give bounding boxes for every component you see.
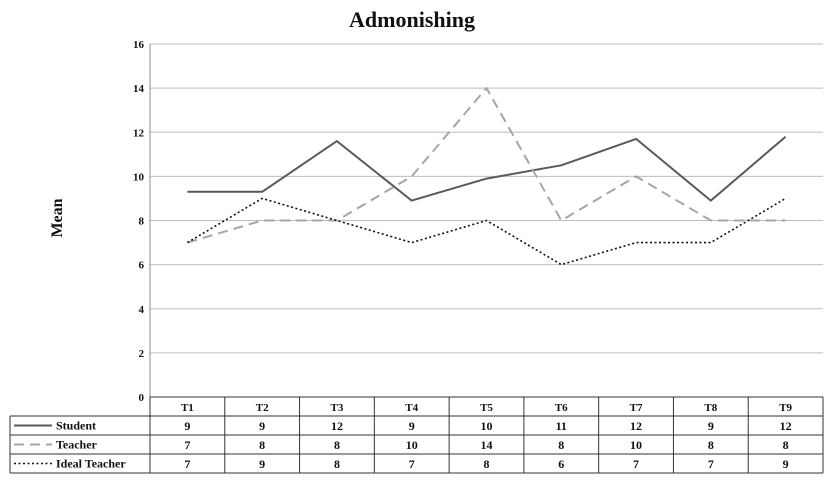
x-tick-label: T6 xyxy=(555,402,568,414)
legend-label-ideal-teacher: Ideal Teacher xyxy=(56,457,126,471)
y-tick-label: 12 xyxy=(133,127,145,139)
table-cell: 7 xyxy=(633,457,639,471)
table-cell: 9 xyxy=(708,419,714,433)
table-cell: 7 xyxy=(409,457,415,471)
table-cell: 9 xyxy=(259,419,265,433)
x-tick-label: T3 xyxy=(331,402,344,414)
y-tick-label: 8 xyxy=(139,216,145,228)
table-cell: 8 xyxy=(484,457,490,471)
legend-label-student: Student xyxy=(56,419,96,433)
table-cell: 9 xyxy=(184,419,190,433)
table-cell: 8 xyxy=(259,438,265,452)
table-cell: 10 xyxy=(630,438,642,452)
x-tick-label: T4 xyxy=(405,402,418,414)
y-tick-label: 4 xyxy=(139,304,145,316)
table-cell: 9 xyxy=(783,457,789,471)
table-cell: 8 xyxy=(334,438,340,452)
x-tick-label: T2 xyxy=(256,402,269,414)
y-tick-label: 6 xyxy=(139,260,145,272)
table-cell: 12 xyxy=(780,419,792,433)
y-tick-label: 10 xyxy=(133,171,145,183)
y-axis-label: Mean xyxy=(49,198,66,237)
series-line-ideal-teacher xyxy=(186,197,787,266)
data-table: T1 T2 T3 T4 T5 T6 T7 T8 T9 Student 9 9 12 9 10 11 12 9 12 T… xyxy=(9,396,824,474)
table-cell: 12 xyxy=(331,419,343,433)
table-cell: 8 xyxy=(708,438,714,452)
table-cell: 10 xyxy=(406,438,418,452)
table-cell: 7 xyxy=(184,438,190,452)
table-cell: 12 xyxy=(630,419,642,433)
table-cell: 14 xyxy=(481,438,493,452)
table-cell: 7 xyxy=(708,457,714,471)
y-tick-label: 14 xyxy=(133,83,145,95)
series-line-student xyxy=(187,135,787,202)
x-tick-label: T1 xyxy=(181,402,194,414)
x-tick-label: T8 xyxy=(704,402,717,414)
series-lines xyxy=(186,87,787,266)
table-cell: 8 xyxy=(334,457,340,471)
table-cell: 9 xyxy=(259,457,265,471)
legend-label-teacher: Teacher xyxy=(56,438,98,452)
series-line-teacher xyxy=(187,87,786,244)
x-tick-label: T9 xyxy=(779,402,792,414)
table-cell: 9 xyxy=(409,419,415,433)
table-cell: 6 xyxy=(558,457,564,471)
table-cell: 8 xyxy=(783,438,789,452)
x-tick-label: T5 xyxy=(480,402,493,414)
table-cell: 7 xyxy=(184,457,190,471)
y-tick-label: 16 xyxy=(133,39,145,51)
y-tick-label: 2 xyxy=(139,348,145,360)
table-cell: 10 xyxy=(481,419,493,433)
y-tick-label: 0 xyxy=(139,392,145,404)
table-cell: 8 xyxy=(558,438,564,452)
chart-title: Admonishing xyxy=(349,7,475,32)
y-axis-ticks: 0 2 4 6 8 10 12 14 16 xyxy=(133,39,145,404)
x-tick-label: T7 xyxy=(630,402,643,414)
table-cell: 11 xyxy=(556,419,567,433)
